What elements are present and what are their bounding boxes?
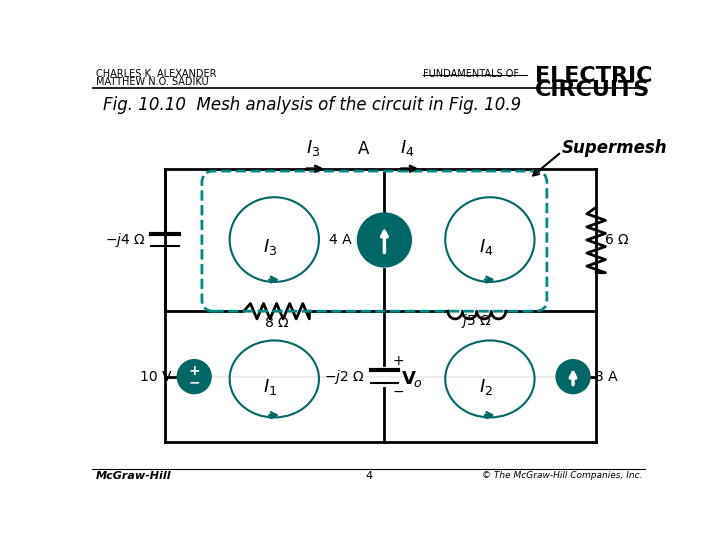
Text: $\mathbf{V}_{\!o}$: $\mathbf{V}_{\!o}$	[401, 369, 423, 389]
Text: $I_4$: $I_4$	[400, 138, 415, 158]
Text: $I_2$: $I_2$	[479, 377, 493, 397]
Text: 4: 4	[366, 471, 372, 481]
Circle shape	[556, 360, 590, 394]
Text: $I_4$: $I_4$	[479, 237, 493, 257]
Text: −: −	[392, 385, 404, 399]
Text: +: +	[189, 364, 200, 378]
Text: $8\ \Omega$: $8\ \Omega$	[264, 316, 289, 330]
Text: CHARLES K. ALEXANDER: CHARLES K. ALEXANDER	[96, 69, 216, 79]
Text: 10 V: 10 V	[140, 370, 171, 383]
Text: McGraw-Hill: McGraw-Hill	[96, 471, 171, 481]
Circle shape	[357, 213, 411, 267]
Text: −: −	[189, 375, 200, 389]
Circle shape	[177, 360, 211, 394]
Text: © The McGraw-Hill Companies, Inc.: © The McGraw-Hill Companies, Inc.	[482, 471, 642, 481]
Text: 4 A: 4 A	[330, 233, 352, 247]
Text: MATTHEW N.O. SADIKU: MATTHEW N.O. SADIKU	[96, 77, 208, 87]
Text: A: A	[358, 140, 369, 158]
Text: Supermesh: Supermesh	[562, 139, 667, 157]
Text: CIRCUITS: CIRCUITS	[534, 80, 649, 100]
Text: $-j2\ \Omega$: $-j2\ \Omega$	[324, 368, 365, 386]
Text: ELECTRIC: ELECTRIC	[534, 66, 652, 86]
Text: +: +	[392, 354, 404, 368]
Text: 3 A: 3 A	[595, 370, 617, 383]
Text: $I_1$: $I_1$	[264, 377, 277, 397]
Text: $6\ \Omega$: $6\ \Omega$	[604, 233, 629, 247]
Text: FUNDAMENTALS OF: FUNDAMENTALS OF	[423, 69, 519, 79]
Text: $j5\ \Omega$: $j5\ \Omega$	[462, 312, 492, 330]
Text: Fig. 10.10  Mesh analysis of the circuit in Fig. 10.9: Fig. 10.10 Mesh analysis of the circuit …	[104, 96, 521, 113]
Text: $I_3$: $I_3$	[306, 138, 320, 158]
Text: $-j4\ \Omega$: $-j4\ \Omega$	[105, 231, 145, 249]
Text: $I_3$: $I_3$	[264, 237, 278, 257]
